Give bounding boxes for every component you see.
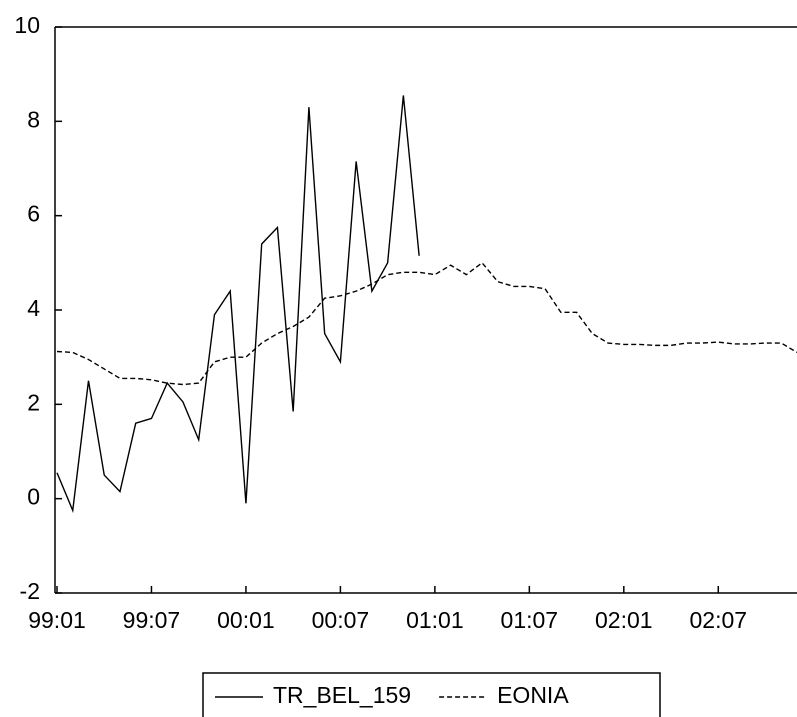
legend-box [202,672,661,717]
x-tick-label: 99:07 [123,607,181,633]
legend-label: EONIA [497,682,569,708]
x-tick-label: 00:01 [217,607,275,633]
y-tick-label: 4 [27,295,40,321]
legend-label: TR_BEL_159 [273,682,411,708]
series-line [56,95,420,514]
x-tick-label: 01:07 [501,607,559,633]
x-tick-label: 02:07 [689,607,747,633]
y-tick-label: 8 [27,106,40,132]
x-tick-label: 00:07 [312,607,370,633]
y-tick-label: 2 [27,389,40,415]
series-line [56,261,797,386]
y-tick-label: 10 [14,12,40,38]
y-tick-label: 0 [27,484,40,510]
x-tick-label: 99:01 [28,607,86,633]
y-tick-label: 6 [27,201,40,227]
x-tick-label: 02:01 [595,607,653,633]
x-tick-label: 01:01 [406,607,464,633]
y-tick-label: -2 [20,578,40,604]
